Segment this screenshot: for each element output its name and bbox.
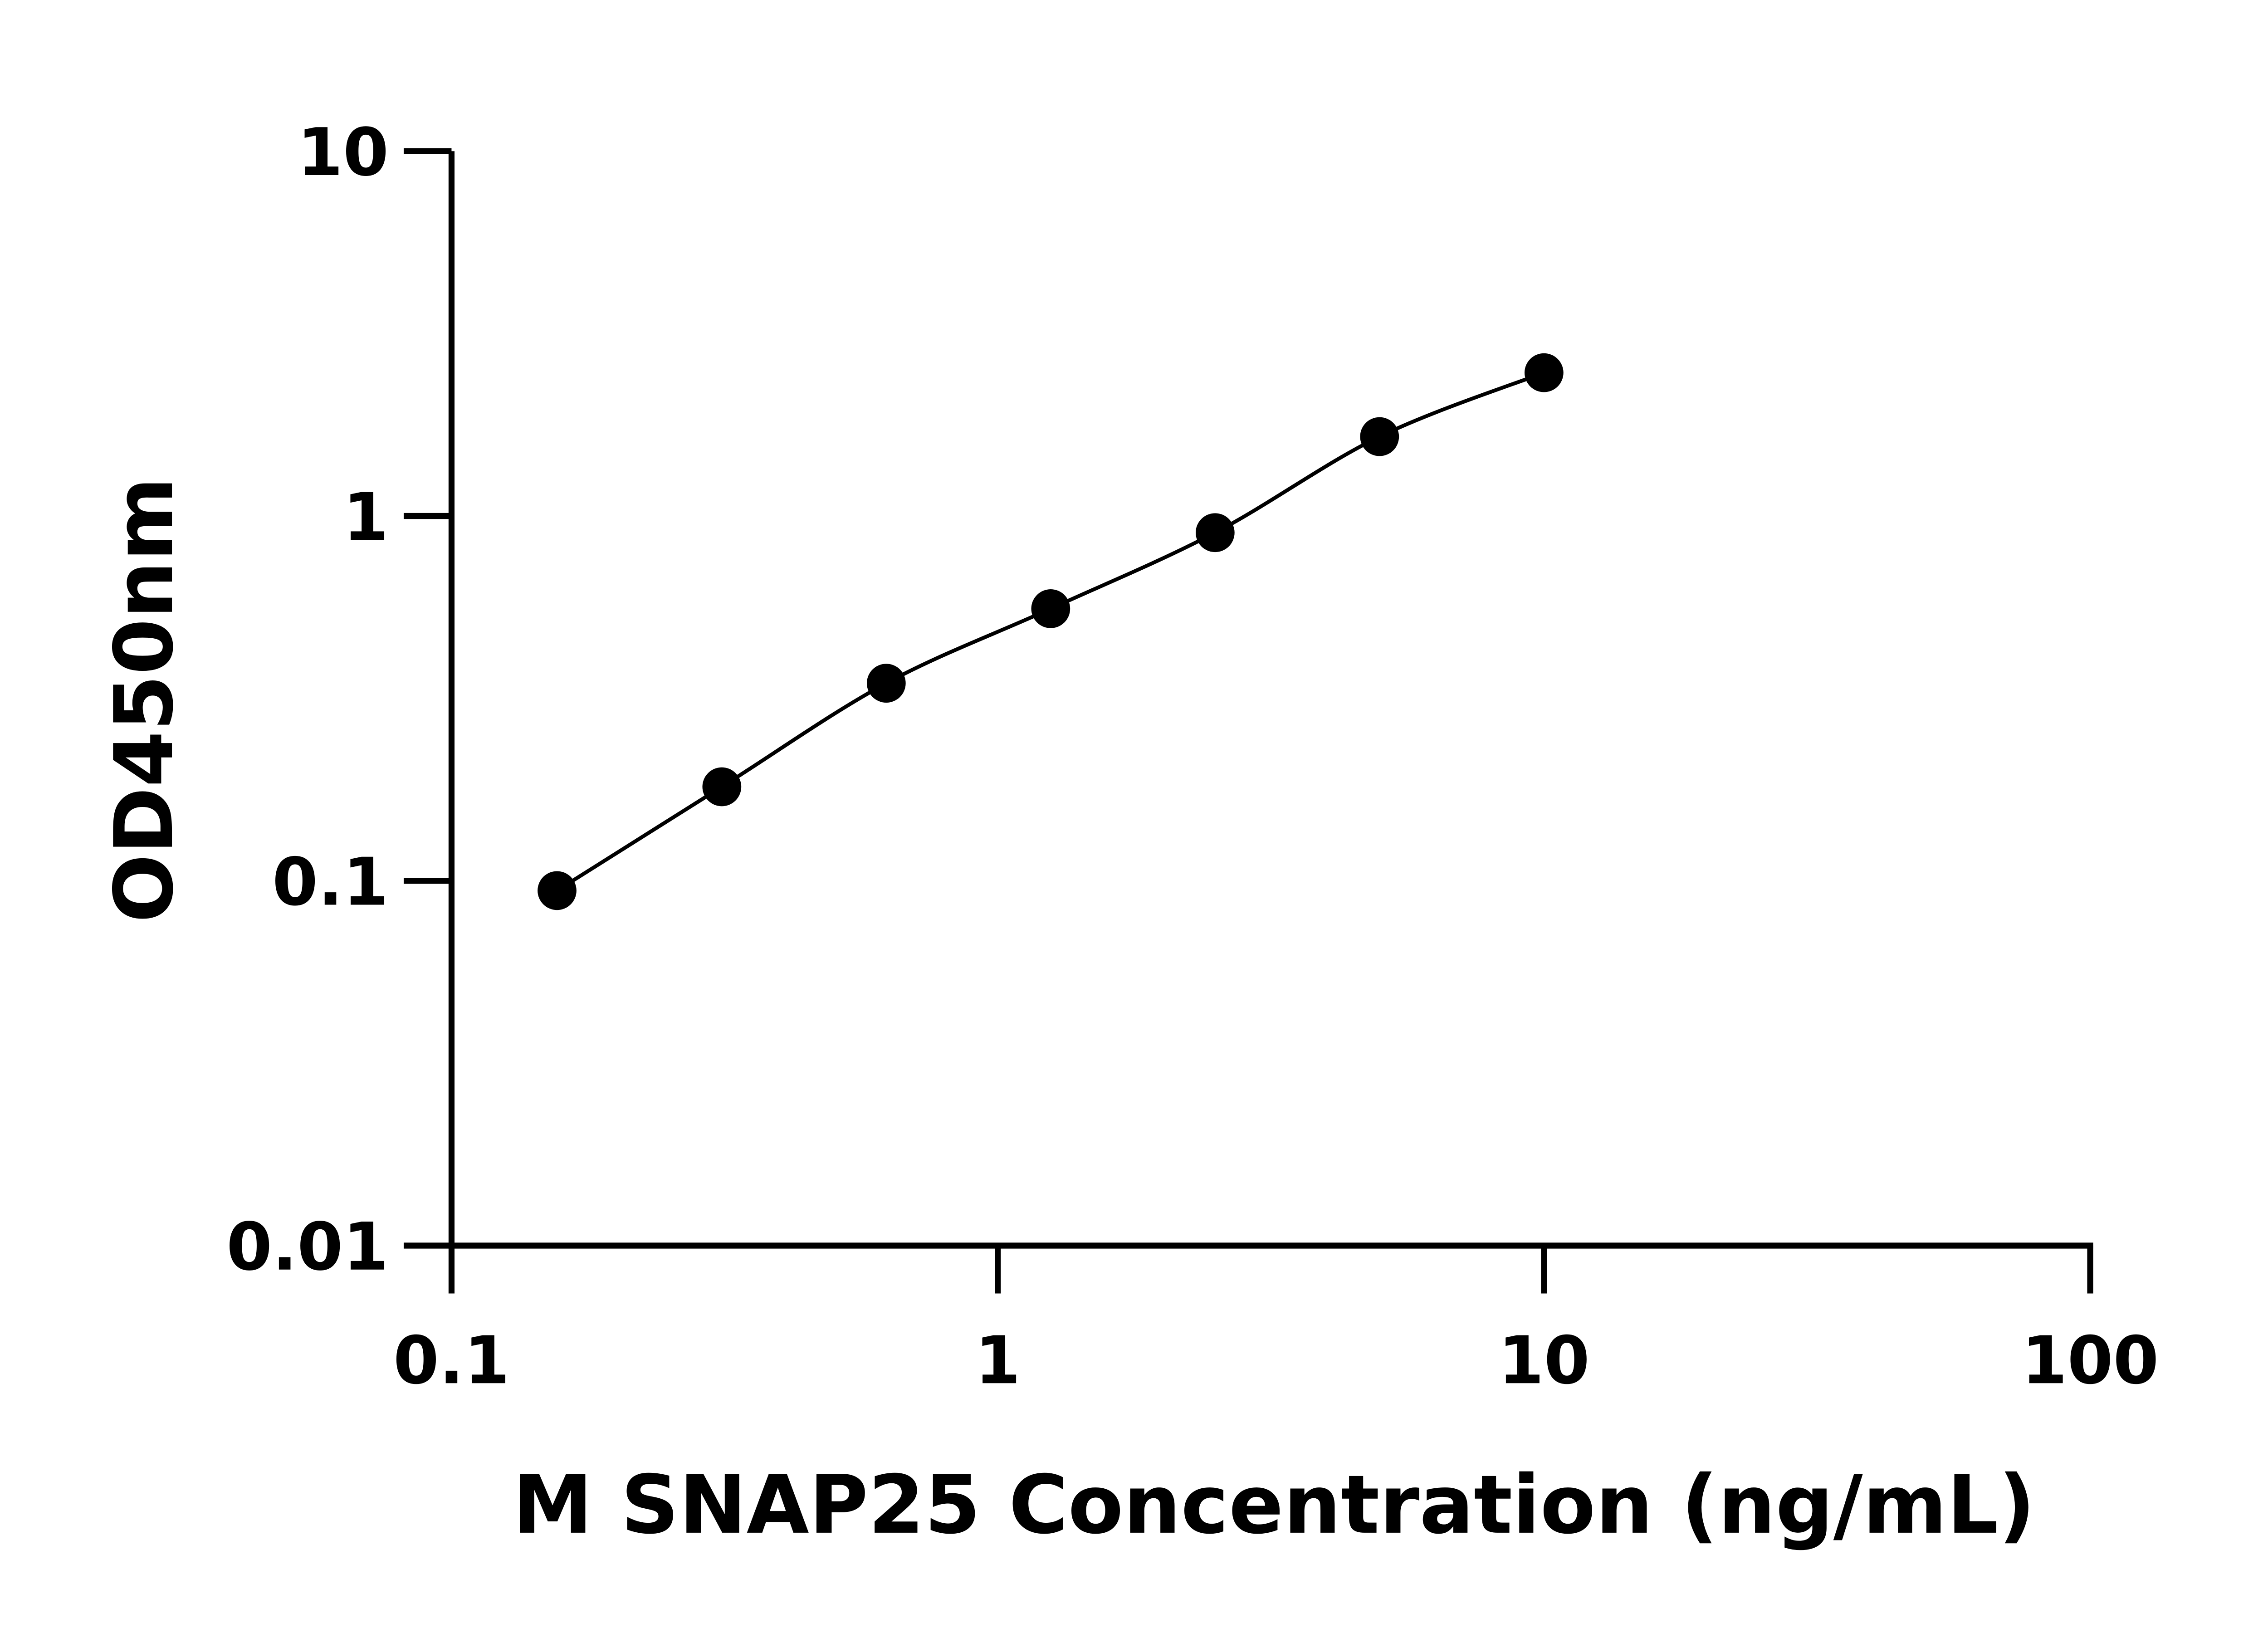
x-tick-label: 1 (975, 1322, 1021, 1399)
axes (403, 148, 2093, 1294)
x-tick-label: 100 (2022, 1322, 2159, 1399)
data-marks (538, 353, 1564, 910)
data-point (1360, 417, 1399, 456)
data-point (1195, 513, 1235, 552)
y-tick-label: 10 (297, 114, 389, 191)
y-axis-label: OD450nm (97, 477, 191, 923)
data-point (1031, 589, 1070, 628)
data-point (866, 664, 906, 703)
fit-curve (556, 371, 1545, 892)
data-point (702, 767, 742, 807)
data-point (1524, 353, 1564, 392)
y-tick-label: 0.1 (272, 844, 389, 920)
x-tick-label: 10 (1498, 1322, 1590, 1399)
y-tick-label: 0.01 (226, 1209, 389, 1286)
x-tick-label: 0.1 (393, 1322, 510, 1399)
y-tick-label: 1 (343, 479, 389, 556)
x-axis-label: M SNAP25 Concentration (ng/mL) (513, 1458, 2035, 1552)
data-point (538, 871, 577, 910)
